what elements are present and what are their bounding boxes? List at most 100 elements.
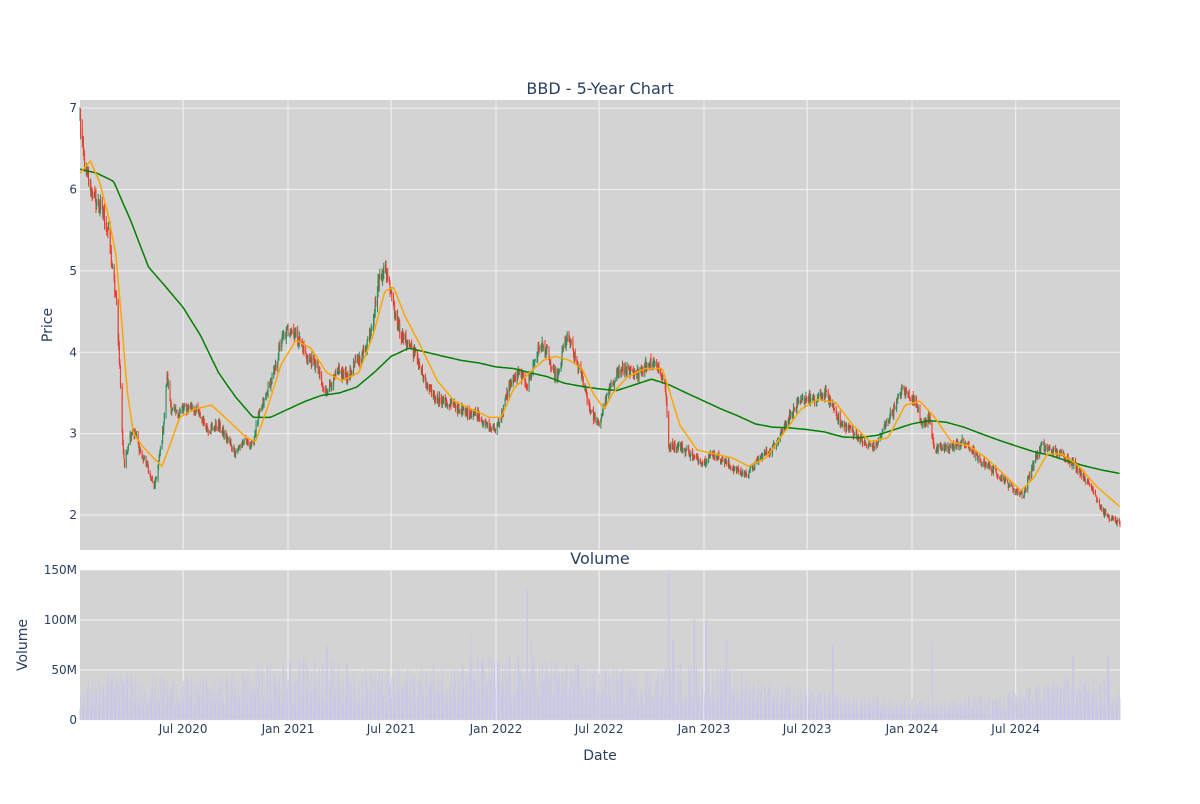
volume-bar: [273, 672, 275, 720]
volume-bar: [1076, 695, 1078, 720]
volume-bar: [525, 701, 527, 720]
volume-bar: [354, 701, 356, 720]
volume-bar: [162, 677, 164, 720]
candle-body: [353, 363, 355, 376]
volume-bar: [757, 707, 759, 720]
candle-body: [1111, 517, 1113, 519]
volume-bar: [761, 705, 763, 720]
candle-body: [427, 384, 429, 389]
candle-body: [146, 461, 148, 465]
candle-body: [1093, 492, 1095, 494]
candle-body: [255, 424, 257, 433]
volume-bar: [999, 695, 1001, 720]
volume-bar: [965, 707, 967, 720]
candle-body: [403, 333, 405, 340]
volume-bar: [214, 694, 216, 720]
volume-bar: [698, 695, 700, 720]
candle-body: [104, 211, 106, 224]
candle-body: [489, 425, 491, 428]
candle-body: [813, 395, 815, 397]
candle-body: [596, 420, 598, 422]
volume-bar: [1073, 655, 1075, 720]
candle-body: [828, 396, 830, 404]
volume-bar: [568, 687, 570, 720]
volume-bar: [821, 707, 823, 720]
candle-body: [435, 398, 437, 402]
candle-body: [422, 375, 424, 379]
volume-bar: [1021, 702, 1022, 720]
volume-subplot-title: Volume: [570, 549, 630, 568]
volume-bar: [151, 687, 153, 720]
candle-body: [317, 365, 319, 373]
volume-bar: [987, 712, 989, 720]
volume-bar: [114, 694, 116, 720]
volume-bar: [951, 705, 953, 720]
volume-bar: [919, 701, 921, 720]
candle-body: [824, 390, 826, 397]
candle-body: [702, 462, 704, 465]
volume-bar: [369, 693, 371, 720]
candle-body: [406, 342, 408, 347]
candle-body: [382, 274, 384, 276]
volume-bar: [784, 707, 786, 720]
volume-bar: [825, 704, 827, 720]
volume-bar: [928, 700, 929, 720]
candle-body: [509, 382, 511, 389]
candle-body: [684, 448, 686, 450]
candle-body: [482, 422, 484, 424]
candle-body: [354, 364, 356, 367]
volume-bar: [779, 703, 781, 720]
candle-body: [393, 303, 395, 308]
volume-bar: [389, 683, 390, 720]
candle-body: [984, 465, 986, 468]
volume-bar: [940, 705, 942, 720]
volume-bar: [879, 705, 881, 720]
volume-bar: [174, 708, 176, 720]
candle-body: [762, 454, 764, 460]
volume-bar: [824, 697, 826, 720]
candle-body: [131, 433, 133, 436]
candle-body: [731, 468, 733, 470]
volume-bar: [928, 713, 930, 720]
volume-bar: [979, 706, 981, 720]
candle-body: [698, 459, 700, 464]
candle-body: [153, 481, 155, 487]
volume-bar: [581, 667, 583, 720]
volume-bar: [798, 706, 799, 720]
candle-body: [270, 381, 272, 383]
candle-body: [721, 460, 723, 463]
volume-bar: [967, 703, 969, 720]
candle-body: [367, 338, 369, 341]
candle-body: [586, 395, 588, 402]
volume-bar: [845, 712, 847, 720]
candle-body: [973, 449, 975, 457]
candle-body: [295, 331, 297, 334]
volume-bar: [992, 699, 994, 720]
candle-body: [309, 358, 311, 362]
candle-body: [391, 291, 393, 296]
volume-bar: [573, 680, 575, 720]
candle-body: [592, 410, 594, 420]
volume-bar: [402, 683, 404, 720]
candle-body: [538, 346, 540, 348]
volume-bar: [717, 677, 719, 720]
volume-bar: [261, 672, 263, 720]
volume-bar: [1043, 685, 1045, 720]
candle-body: [417, 360, 419, 366]
candle-body: [1007, 479, 1009, 483]
candle-body: [877, 443, 879, 447]
candle-body: [971, 450, 973, 452]
volume-bar: [852, 704, 854, 720]
volume-bar: [892, 711, 894, 720]
volume-bar: [473, 661, 475, 720]
candle-body: [602, 407, 604, 414]
volume-bar: [139, 705, 141, 720]
volume-bar: [604, 701, 606, 720]
volume-bar: [944, 699, 946, 720]
volume-bar: [752, 687, 754, 720]
candle-body: [243, 438, 245, 443]
candle-body: [517, 369, 519, 377]
volume-bar: [390, 685, 391, 720]
candle-body: [374, 311, 376, 317]
